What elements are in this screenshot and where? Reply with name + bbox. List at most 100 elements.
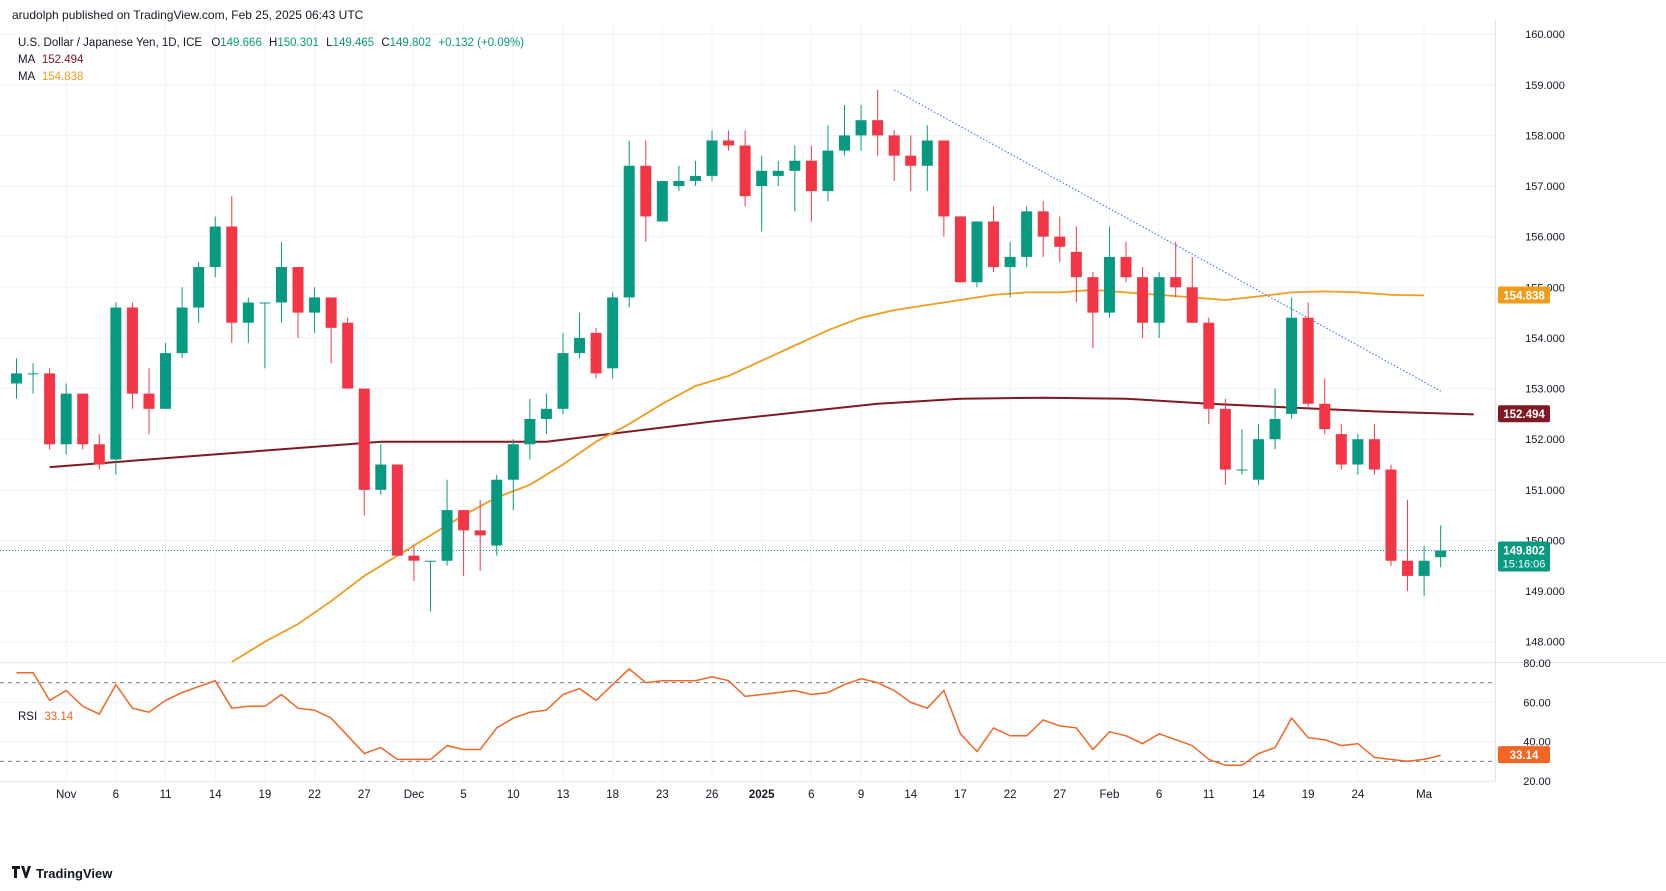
ma-fast-value: 154.838	[41, 71, 84, 83]
time-tick-label: 2025	[749, 789, 775, 801]
price-tick-label: 153.000	[1525, 384, 1565, 396]
time-tick-label: 19	[1302, 789, 1315, 801]
candle	[209, 216, 221, 278]
candle-body	[474, 530, 486, 536]
time-tick-label: Feb	[1100, 789, 1120, 801]
candle	[805, 145, 817, 222]
candle-body	[126, 307, 138, 394]
close-value: 149.802	[389, 37, 432, 49]
candle	[474, 499, 486, 571]
candle	[176, 287, 188, 359]
candle-body	[358, 388, 370, 490]
rsi-axis-label-bg	[1498, 746, 1550, 764]
price-tick-label: 158.000	[1525, 130, 1565, 142]
candle	[888, 130, 900, 181]
time-tick-label: Dec	[404, 789, 425, 801]
candle-body	[408, 555, 420, 561]
candle	[425, 560, 436, 612]
tradingview-brand[interactable]: TradingView	[12, 866, 112, 881]
rsi-tick-label: 60.00	[1523, 697, 1551, 709]
time-tick-label: 6	[113, 789, 119, 801]
candle	[1103, 226, 1115, 318]
candle-body	[756, 170, 768, 187]
ma-fast-label: MA	[18, 71, 35, 83]
candle-body	[160, 353, 172, 409]
candle	[772, 160, 784, 187]
candle	[954, 216, 966, 283]
candle	[1021, 206, 1033, 268]
candle	[143, 368, 155, 435]
time-tick-label: 22	[308, 789, 321, 801]
time-tick-label: 6	[808, 789, 814, 801]
candle	[921, 125, 933, 192]
candle-body	[1153, 277, 1165, 323]
candle-body	[1418, 560, 1430, 576]
time-tick-label: 10	[507, 789, 520, 801]
candle-body	[689, 175, 701, 181]
symbol-title: U.S. Dollar / Japanese Yen, 1D, ICE	[18, 37, 203, 49]
symbol-legend-row[interactable]: U.S. Dollar / Japanese Yen, 1D, ICE O149…	[18, 35, 524, 52]
rsi-tick-label: 20.00	[1523, 776, 1551, 788]
candle	[1368, 424, 1380, 475]
candle	[242, 297, 254, 343]
candle-body	[954, 216, 966, 283]
candle	[971, 221, 983, 288]
candle-body	[938, 140, 950, 217]
publisher-line: arudolph published on TradingView.com, F…	[12, 8, 364, 22]
candle-body	[309, 297, 321, 313]
candle-body	[540, 408, 552, 419]
candle-body	[921, 140, 933, 166]
candle	[723, 130, 735, 151]
candle	[574, 312, 586, 359]
rsi-axis-label: 33.14	[1498, 746, 1550, 764]
candle-body	[1186, 287, 1198, 323]
price-tick-label: 154.000	[1525, 333, 1565, 345]
candle	[1418, 545, 1430, 597]
price-tick-label: 160.000	[1525, 29, 1565, 41]
candle	[259, 302, 271, 369]
candle	[1037, 201, 1049, 257]
open-value: 149.666	[220, 37, 262, 49]
close-label: C	[381, 37, 390, 49]
candle-body	[1402, 560, 1414, 576]
candle	[1253, 424, 1264, 485]
candle-body	[1352, 439, 1364, 465]
price-axis-label-1: 152.494	[1498, 405, 1550, 423]
candle	[325, 297, 337, 364]
price-tick-label: 148.000	[1525, 637, 1565, 649]
candle-body	[441, 510, 453, 561]
ma-slow-legend-row[interactable]: MA 152.494	[18, 52, 524, 69]
price-axis-label-text: 149.802	[1503, 546, 1545, 558]
time-tick-label: 26	[706, 789, 719, 801]
rsi-legend[interactable]: RSI 33.14	[18, 711, 73, 723]
candle-body	[77, 393, 89, 445]
candle	[1054, 216, 1066, 262]
candle	[292, 267, 304, 338]
candle-body	[275, 267, 287, 303]
candle	[640, 140, 652, 242]
candle	[872, 89, 884, 156]
candle-body	[1269, 418, 1281, 440]
candle-body	[44, 373, 56, 445]
candle	[623, 140, 635, 308]
price-pane	[0, 24, 1495, 662]
candle	[27, 363, 39, 394]
candle-body	[60, 393, 72, 445]
ma-fast-legend-row[interactable]: MA 154.838	[18, 69, 524, 86]
candle-body	[656, 180, 668, 222]
time-tick-label: 5	[460, 789, 466, 801]
candle-body	[1120, 256, 1132, 278]
candle	[1302, 302, 1314, 409]
price-axis-label-text: 152.494	[1503, 409, 1545, 421]
candle	[458, 510, 470, 576]
time-tick-label: 19	[259, 789, 272, 801]
candle	[1269, 388, 1281, 450]
candle	[11, 358, 22, 399]
candle-body	[1368, 439, 1380, 470]
rsi-tick-label: 80.00	[1523, 658, 1551, 670]
candle-body	[1236, 469, 1248, 471]
candle-body	[1070, 251, 1082, 278]
candle	[1137, 267, 1149, 338]
candles	[11, 89, 1447, 612]
